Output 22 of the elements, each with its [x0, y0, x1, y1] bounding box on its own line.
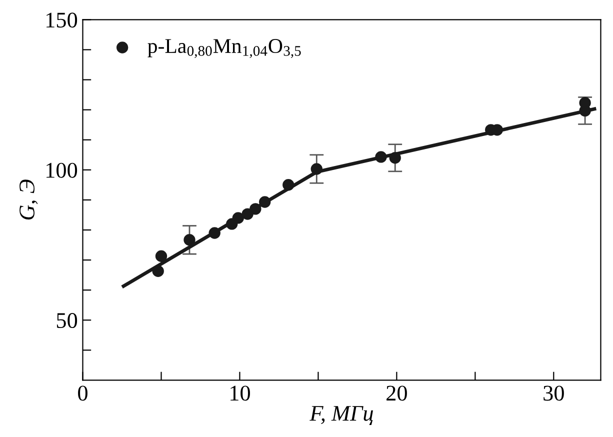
x-axis-title: F, МГц	[310, 406, 373, 426]
x-tick-label: 10	[230, 386, 250, 401]
x-tick-label: 0	[78, 386, 88, 401]
point	[282, 179, 294, 191]
point	[152, 265, 164, 277]
point	[242, 208, 254, 220]
y-axis-title: G, Э	[20, 180, 38, 220]
point	[310, 163, 322, 175]
point	[155, 250, 168, 262]
x-tick-label: 30	[544, 386, 564, 401]
point	[232, 212, 244, 224]
y-tick-label: 150	[46, 12, 78, 28]
x-tick-label: 20	[386, 386, 407, 401]
point	[250, 203, 262, 215]
point	[208, 227, 220, 239]
point	[184, 234, 196, 246]
point	[258, 196, 271, 208]
y-tick-label: 100	[46, 162, 78, 178]
point	[375, 151, 387, 163]
y-tick-label: 50	[56, 313, 78, 328]
legend-label: p-La$_{0,80}$Mn$_{1,04}$O$_{3,5}$	[148, 39, 301, 58]
point	[389, 152, 401, 164]
